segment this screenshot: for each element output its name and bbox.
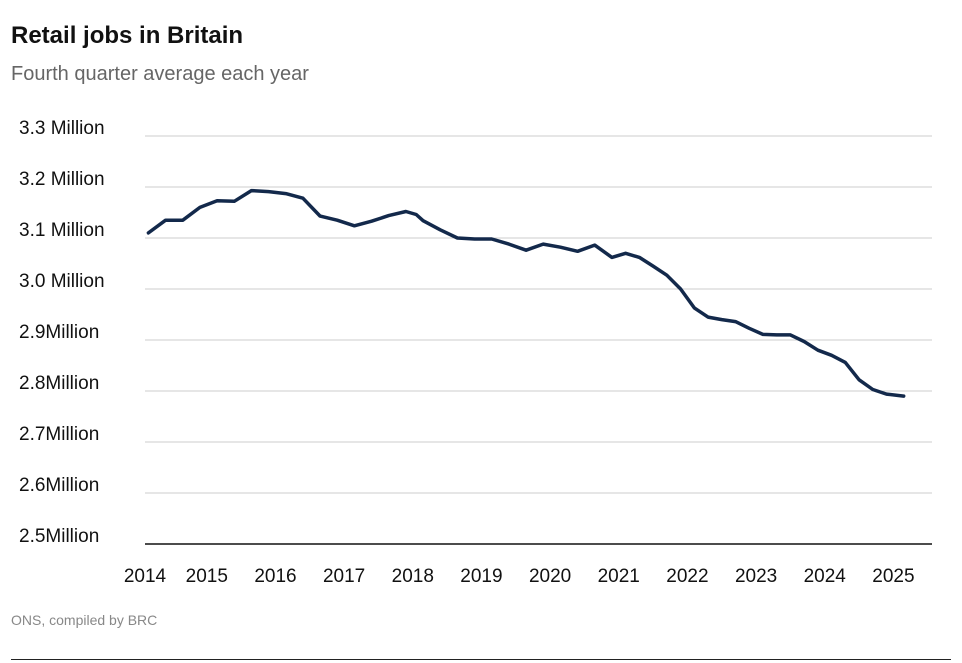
y-tick-label: 2.9Million xyxy=(19,322,99,343)
series-layer xyxy=(146,188,906,398)
y-tick-label: 2.7Million xyxy=(19,424,99,445)
chart-subtitle: Fourth quarter average each year xyxy=(11,63,309,85)
x-tick-label: 2016 xyxy=(254,566,296,587)
x-tick-label: 2020 xyxy=(529,566,571,587)
x-tick-label: 2023 xyxy=(735,566,777,587)
y-tick-label: 3.3 Million xyxy=(19,118,105,139)
y-tick-label: 2.5Million xyxy=(19,526,99,547)
x-tick-label: 2024 xyxy=(804,566,847,587)
y-tick-label: 2.8Million xyxy=(19,373,99,394)
x-tick-label: 2022 xyxy=(666,566,708,587)
x-tick-label: 2025 xyxy=(872,566,914,587)
source-note: ONS, compiled by BRC xyxy=(11,612,158,628)
x-tick-label: 2015 xyxy=(186,566,228,587)
x-tick-label: 2018 xyxy=(392,566,434,587)
x-tick-label: 2014 xyxy=(124,566,167,587)
x-axis-ticks: 2014 2015 2016 2017 2018 2019 2020 2021 2022 2023… xyxy=(124,566,915,587)
y-tick-label: 3.0 Million xyxy=(19,271,105,292)
y-tick-label: 3.1 Million xyxy=(19,220,105,241)
y-tick-label: 3.2 Million xyxy=(19,169,105,190)
y-tick-label: 2.6Million xyxy=(19,475,99,496)
y-axis-ticks: 3.3 Million 3.2 Million 3.1 Million 3.0 Mil… xyxy=(19,118,105,547)
x-tick-label: 2017 xyxy=(323,566,365,587)
chart-title: Retail jobs in Britain xyxy=(11,22,244,49)
line-chart: 3.3 Million 3.2 Million 3.1 Million 3.0 Mil… xyxy=(19,118,932,587)
series-line-retail-jobs xyxy=(146,188,906,398)
x-tick-label: 2019 xyxy=(460,566,502,587)
gridlines xyxy=(145,135,932,545)
x-tick-label: 2021 xyxy=(598,566,640,587)
bottom-divider xyxy=(11,659,951,660)
